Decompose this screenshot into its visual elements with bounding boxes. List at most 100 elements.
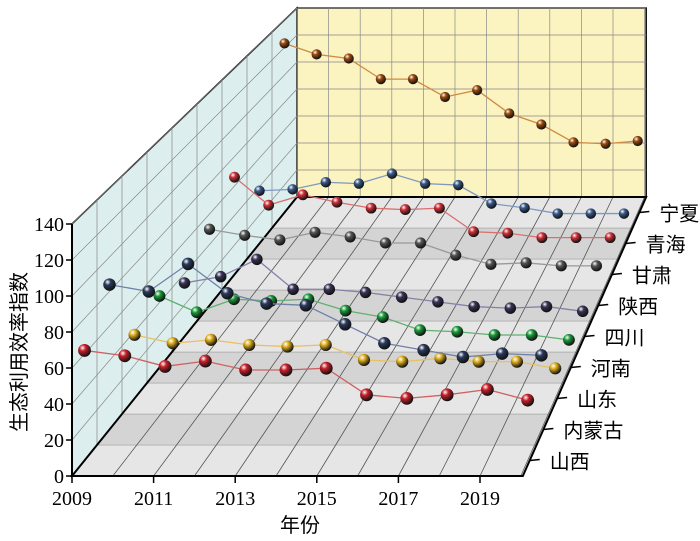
data-point — [254, 185, 265, 197]
series-line — [284, 42, 638, 145]
depth-tick — [529, 458, 540, 462]
data-point — [451, 325, 464, 338]
data-point — [407, 74, 419, 85]
data-point — [440, 388, 454, 402]
data-point — [570, 232, 582, 244]
y-tick-label: 40 — [44, 394, 64, 416]
series-line — [84, 349, 528, 401]
depth-tick — [598, 303, 609, 307]
data-point — [414, 324, 426, 337]
data-point — [604, 232, 616, 244]
series-label: 四川 — [605, 328, 645, 350]
data-point — [552, 208, 563, 219]
x-axis-title: 年份 — [280, 514, 320, 537]
data-point — [521, 393, 535, 407]
y-tick-label: 20 — [44, 430, 64, 452]
data-point — [525, 329, 538, 341]
data-point — [198, 354, 212, 368]
data-point — [568, 137, 579, 148]
depth-tick — [543, 427, 554, 431]
data-point — [260, 297, 273, 310]
data-point — [203, 223, 216, 235]
floor-row — [71, 444, 538, 477]
data-point — [576, 305, 589, 318]
data-point — [344, 231, 356, 243]
data-point — [378, 337, 391, 350]
data-point — [287, 283, 299, 295]
depth-tick — [625, 241, 636, 245]
series-label: 宁夏 — [659, 203, 699, 226]
depth-tick — [570, 365, 581, 369]
floor-grid-line — [357, 196, 519, 477]
data-point — [400, 391, 414, 405]
series-5 — [203, 223, 603, 272]
data-point — [488, 329, 501, 341]
y-tick-label: 60 — [44, 358, 64, 380]
series-line — [109, 263, 542, 358]
data-point — [520, 257, 532, 269]
data-point — [239, 229, 251, 241]
data-point — [279, 363, 293, 377]
data-point — [375, 74, 386, 85]
data-point — [357, 353, 371, 367]
data-point — [386, 168, 398, 179]
y-tick-label: 120 — [34, 250, 64, 272]
data-point — [379, 237, 391, 249]
data-point — [142, 285, 156, 298]
data-point — [434, 352, 447, 365]
floor-grid-line — [438, 196, 582, 477]
data-point — [323, 283, 336, 295]
data-point — [311, 49, 322, 60]
floor-grid-line — [520, 196, 645, 477]
data-point — [600, 138, 611, 149]
data-point — [419, 178, 431, 189]
data-point — [472, 85, 483, 96]
data-point — [309, 226, 321, 238]
floor-grid-line — [112, 196, 329, 477]
x-tick-label: 2015 — [297, 488, 337, 510]
data-point — [495, 347, 509, 360]
data-point — [221, 286, 234, 300]
data-point — [376, 311, 389, 324]
data-point — [190, 306, 203, 319]
series-line — [134, 334, 556, 369]
data-point — [468, 226, 480, 238]
data-point — [153, 290, 166, 302]
data-point — [103, 278, 116, 291]
depth-tick — [584, 334, 595, 338]
data-point — [555, 260, 567, 272]
data-point — [181, 257, 195, 271]
data-point — [338, 318, 352, 331]
series-7 — [254, 168, 630, 219]
data-point — [486, 198, 497, 209]
x-tick-label: 2011 — [134, 488, 173, 510]
data-point — [263, 199, 275, 211]
depth-tick — [557, 396, 568, 400]
floor-grid-line — [316, 196, 487, 477]
data-point — [279, 38, 290, 49]
data-point — [365, 202, 377, 214]
x-tick-label: 2019 — [460, 488, 500, 510]
y-tick-label: 80 — [44, 322, 64, 344]
data-point — [502, 227, 514, 239]
data-point — [204, 333, 218, 346]
floor-grid-line — [194, 196, 393, 477]
data-point — [439, 91, 451, 103]
series-line — [259, 172, 624, 215]
data-point — [396, 355, 409, 368]
data-point — [128, 328, 141, 341]
series-6 — [229, 171, 616, 244]
data-point — [343, 53, 354, 64]
data-point — [535, 349, 548, 362]
data-point — [299, 299, 313, 312]
y-tick-label: 140 — [34, 214, 64, 236]
data-point — [456, 350, 470, 364]
data-point — [395, 291, 408, 303]
floor-grid-line — [398, 196, 551, 477]
data-point — [239, 363, 253, 377]
data-point — [549, 362, 562, 375]
data-point — [540, 300, 553, 313]
series-2 — [128, 328, 562, 375]
